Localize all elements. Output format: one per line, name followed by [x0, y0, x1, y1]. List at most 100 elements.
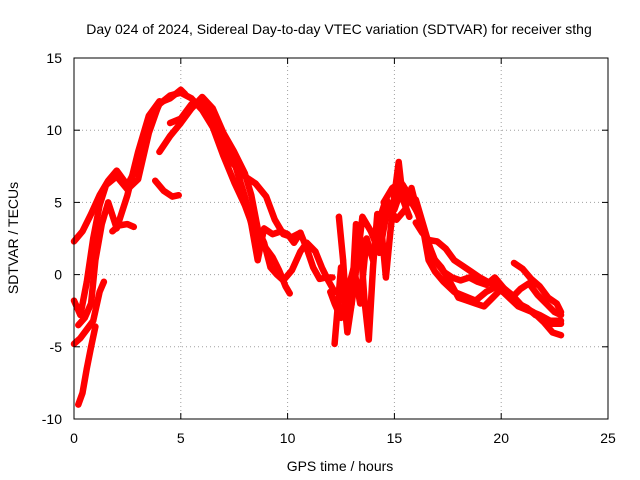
- plot-frame: [73, 57, 609, 420]
- data-point: [145, 112, 152, 119]
- data-point: [177, 86, 184, 93]
- data-point: [363, 235, 370, 242]
- series-band: [380, 178, 565, 319]
- series-track-g: [151, 177, 182, 200]
- x-tick-label: 20: [493, 430, 509, 446]
- series-track-q: [510, 259, 565, 316]
- data-point: [406, 192, 413, 199]
- data-point: [457, 277, 464, 284]
- x-tick-label: 0: [70, 430, 78, 446]
- data-point: [440, 278, 447, 285]
- tick-labels: 0 5 10 15 20 25 -10 -5 0 5 10 15: [42, 50, 616, 446]
- data-point: [508, 294, 515, 301]
- series-band: [209, 115, 304, 241]
- data-point: [261, 225, 268, 232]
- data-point: [380, 199, 387, 206]
- data-point: [464, 297, 471, 304]
- data-point: [449, 274, 456, 281]
- data-point: [434, 238, 441, 245]
- data-point: [167, 95, 174, 102]
- data-point: [156, 98, 163, 105]
- data-point: [288, 234, 295, 241]
- data-point: [75, 322, 82, 329]
- data-point: [220, 148, 227, 155]
- data-point: [90, 317, 97, 324]
- data-point: [96, 202, 103, 209]
- data-point: [75, 401, 82, 408]
- data-point: [83, 326, 90, 333]
- data-point: [545, 294, 552, 301]
- data-point: [152, 177, 159, 184]
- data-point: [374, 210, 381, 217]
- data-point: [81, 314, 88, 321]
- data-point: [327, 288, 334, 295]
- data-point: [440, 268, 447, 275]
- data-point: [455, 294, 462, 301]
- data-point: [273, 271, 280, 278]
- data-point: [103, 182, 110, 189]
- data-point: [451, 257, 458, 264]
- data-point: [528, 275, 535, 282]
- data-point: [92, 323, 99, 330]
- data-point: [431, 257, 438, 264]
- data-point: [442, 245, 449, 252]
- data-point: [530, 309, 537, 316]
- series-track-c: [75, 98, 163, 329]
- data-point: [231, 161, 238, 168]
- data-point: [316, 275, 323, 282]
- data-point: [269, 231, 276, 238]
- data-point: [551, 309, 558, 316]
- data-point: [540, 319, 547, 326]
- data-point: [474, 278, 481, 285]
- data-point: [553, 300, 560, 307]
- x-axis-label: GPS time / hours: [287, 458, 394, 474]
- data-point: [254, 225, 261, 232]
- grid: [74, 58, 608, 419]
- data-point: [519, 265, 526, 272]
- data-point: [88, 343, 95, 350]
- data-point: [252, 180, 259, 187]
- data-point: [167, 132, 174, 139]
- data-point: [124, 221, 131, 228]
- y-tick-label: 15: [46, 50, 62, 66]
- data-point: [130, 223, 137, 230]
- data-point: [286, 290, 293, 297]
- data-point: [359, 213, 366, 220]
- data-point: [406, 213, 413, 220]
- series-band: [151, 177, 182, 200]
- data-point: [466, 274, 473, 281]
- data-point: [367, 228, 374, 235]
- data-point: [323, 274, 330, 281]
- data-point: [92, 257, 99, 264]
- data-point: [414, 210, 421, 217]
- series-track-p: [380, 178, 565, 319]
- data-point: [483, 281, 490, 288]
- data-point: [384, 202, 391, 209]
- data-point: [431, 268, 438, 275]
- data-point: [350, 286, 357, 293]
- data-point: [199, 106, 206, 113]
- data-point: [365, 336, 372, 343]
- data-point: [105, 199, 112, 206]
- data-point: [558, 309, 565, 316]
- data-point: [280, 231, 287, 238]
- data-point: [459, 262, 466, 269]
- data-point: [177, 115, 184, 122]
- data-point: [182, 91, 189, 98]
- data-point: [160, 187, 167, 194]
- data-point: [79, 228, 86, 235]
- data-point: [549, 320, 556, 327]
- tick-marks: [73, 57, 609, 420]
- data-point: [297, 248, 304, 255]
- data-point: [387, 231, 394, 238]
- data-point: [481, 303, 488, 310]
- data-point: [167, 119, 174, 126]
- data-point: [209, 115, 216, 122]
- data-point: [534, 291, 541, 298]
- x-tick-label: 5: [177, 430, 185, 446]
- data-point: [402, 206, 409, 213]
- data-point: [263, 193, 270, 200]
- data-point: [271, 216, 278, 223]
- data-point: [98, 221, 105, 228]
- data-point: [393, 216, 400, 223]
